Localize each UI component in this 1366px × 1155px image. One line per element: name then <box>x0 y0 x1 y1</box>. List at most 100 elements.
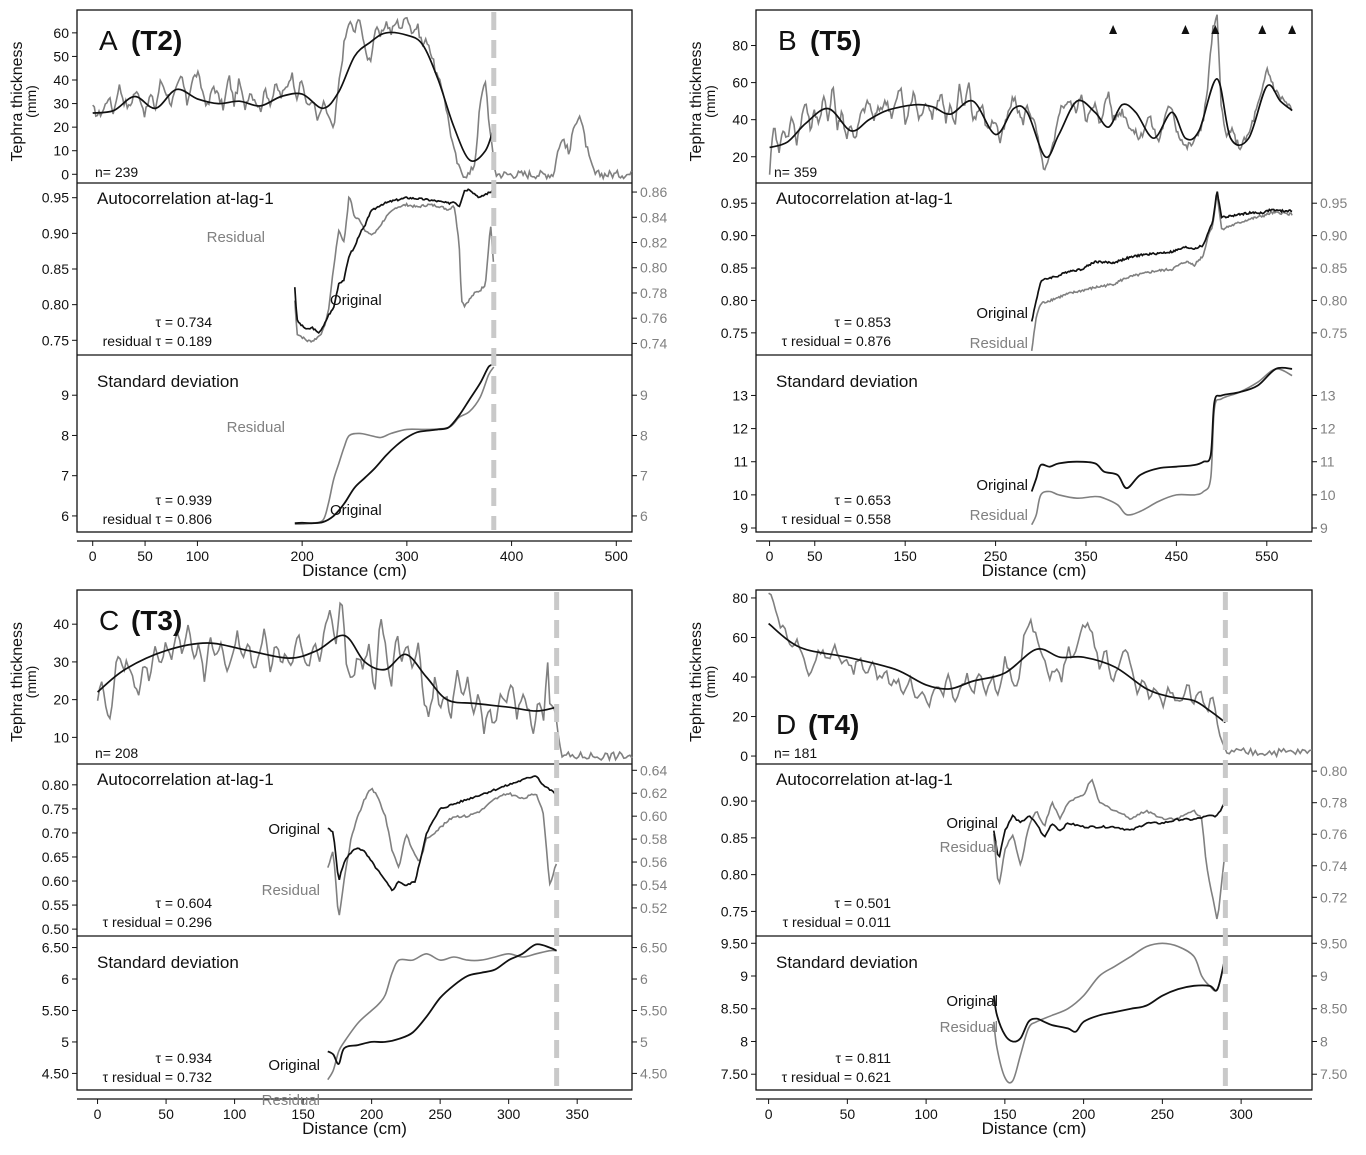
tau-residual-value: residual τ = 0.806 <box>103 511 213 527</box>
y2-tick-label: 0.75 <box>1320 325 1347 341</box>
y-tick-label: 6 <box>61 508 69 524</box>
sd-original-series <box>1030 366 1293 492</box>
y2-tick-label: 0.60 <box>640 808 667 824</box>
series-label-residual: Residual <box>262 882 320 899</box>
tau-value: τ = 0.811 <box>836 1050 892 1066</box>
tau-residual-value: τ residual = 0.558 <box>782 511 892 527</box>
y-tick-label: 10 <box>53 729 69 745</box>
subplot-title: Autocorrelation at-lag-1 <box>776 770 953 789</box>
tau-value: τ = 0.604 <box>155 895 212 911</box>
y-tick-label: 8 <box>61 427 69 443</box>
series-label-original: Original <box>268 1057 320 1074</box>
y2-tick-label: 5 <box>640 1034 648 1050</box>
y-tick-label: 9.50 <box>721 935 748 951</box>
autocorr-residual-series <box>1030 195 1293 352</box>
y2-tick-label: 13 <box>1320 387 1336 403</box>
x-tick-label: 0 <box>94 1106 102 1122</box>
panel-letter: D <box>776 709 796 740</box>
autocorr-original-series <box>1030 191 1293 322</box>
subplot-title: Standard deviation <box>97 953 239 972</box>
autocorr-original-series <box>293 188 495 335</box>
x-tick-label: 350 <box>566 1106 590 1122</box>
y-axis-title: Tephra thickness <box>688 622 705 742</box>
x-tick-label: 0 <box>766 548 774 564</box>
panel-tag: (T3) <box>131 605 182 636</box>
autocorr-residual-series <box>327 787 558 916</box>
y2-tick-label: 0.95 <box>1320 195 1347 211</box>
y-tick-label: 6.50 <box>42 940 69 956</box>
y2-tick-label: 6 <box>640 971 648 987</box>
series-label-original: Original <box>946 815 998 832</box>
series-label-residual: Residual <box>227 419 285 436</box>
y-tick-label: 20 <box>53 119 69 135</box>
y2-tick-label: 0.74 <box>1320 858 1347 874</box>
thickness-smoothed-series <box>97 634 557 712</box>
series-label-original: Original <box>330 292 382 309</box>
panel-c <box>72 589 637 1104</box>
y-tick-label: 0.80 <box>42 297 69 313</box>
y2-tick-label: 11 <box>1320 454 1335 470</box>
event-marker <box>1258 25 1267 34</box>
x-tick-label: 200 <box>1072 1106 1096 1122</box>
y-tick-label: 20 <box>732 709 748 725</box>
event-marker <box>1181 25 1190 34</box>
y-tick-label: 80 <box>732 590 748 606</box>
x-tick-label: 300 <box>1229 1106 1253 1122</box>
y-tick-label: 0.60 <box>42 873 69 889</box>
y2-tick-label: 0.58 <box>640 831 667 847</box>
y2-tick-label: 8 <box>1320 1033 1328 1049</box>
y-axis-unit: (mm) <box>23 666 39 699</box>
y-tick-label: 0.85 <box>721 260 748 276</box>
x-tick-label: 200 <box>360 1106 384 1122</box>
y2-tick-label: 0.76 <box>640 310 667 326</box>
series-label-residual: Residual <box>970 335 1028 352</box>
y-tick-label: 0.95 <box>721 195 748 211</box>
y-tick-label: 9 <box>740 968 748 984</box>
panel-letter: B <box>778 25 797 56</box>
panel-a <box>72 9 637 546</box>
tau-residual-value: τ residual = 0.011 <box>783 914 892 930</box>
y2-tick-label: 0.54 <box>640 877 667 893</box>
x-axis-title: Distance (cm) <box>982 1119 1087 1138</box>
y2-tick-label: 6 <box>640 508 648 524</box>
tau-value: τ = 0.653 <box>834 492 891 508</box>
y2-tick-label: 4.50 <box>640 1065 667 1081</box>
y-tick-label: 0.90 <box>721 228 748 244</box>
panel-frame <box>76 9 633 533</box>
sd-residual-series <box>1030 368 1293 526</box>
y-tick-label: 20 <box>53 692 69 708</box>
x-tick-label: 50 <box>840 1106 856 1122</box>
panel-frame <box>76 589 633 1091</box>
panel-d <box>751 589 1317 1104</box>
y2-tick-label: 7.50 <box>1320 1066 1347 1082</box>
panel-frame <box>755 9 1313 533</box>
sample-count: n= 239 <box>95 164 138 180</box>
y-tick-label: 0.90 <box>42 225 69 241</box>
x-tick-label: 350 <box>1074 548 1098 564</box>
y-tick-label: 0.75 <box>42 801 69 817</box>
y-tick-label: 0.65 <box>42 849 69 865</box>
y-axis-unit: (mm) <box>702 85 718 118</box>
subplot-title: Autocorrelation at-lag-1 <box>97 770 274 789</box>
x-tick-label: 50 <box>137 548 153 564</box>
tau-value: τ = 0.934 <box>155 1050 212 1066</box>
y-tick-label: 10 <box>53 143 69 159</box>
y-tick-label: 11 <box>733 454 748 470</box>
y-tick-label: 8 <box>740 1033 748 1049</box>
x-axis-title: Distance (cm) <box>982 561 1087 580</box>
y2-tick-label: 0.74 <box>640 335 667 351</box>
y-tick-label: 0.80 <box>42 777 69 793</box>
panel-letter: A <box>99 25 118 56</box>
y2-tick-label: 0.84 <box>640 209 667 225</box>
y2-tick-label: 6.50 <box>640 940 667 956</box>
sample-count: n= 208 <box>95 745 138 761</box>
x-axis-title: Distance (cm) <box>302 561 407 580</box>
subplot-title: Standard deviation <box>776 372 918 391</box>
y2-tick-label: 0.82 <box>640 235 667 251</box>
y-tick-label: 10 <box>732 487 748 503</box>
y2-tick-label: 0.80 <box>640 260 667 276</box>
x-tick-label: 250 <box>428 1106 452 1122</box>
y-tick-label: 0.50 <box>42 921 69 937</box>
x-tick-label: 550 <box>1255 548 1279 564</box>
